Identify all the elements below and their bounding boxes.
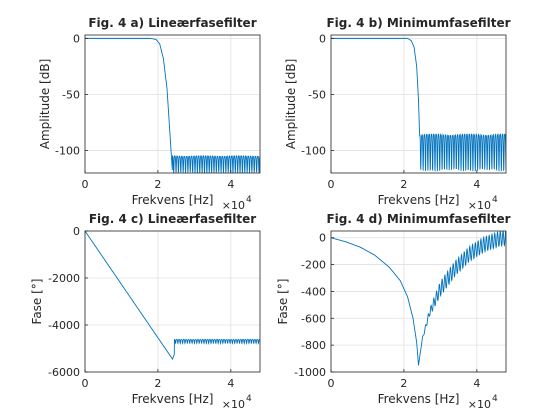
y-tick-label: -100 — [55, 145, 80, 158]
y-tick-label: 0 — [73, 225, 80, 238]
y-tick-label: -100 — [301, 145, 326, 158]
y-tick-label: -50 — [62, 88, 80, 101]
y-axis-label: Fase [°] — [276, 279, 290, 325]
plot-area — [85, 35, 260, 173]
chart-title: Fig. 4 a) Lineærfasefilter — [88, 16, 256, 30]
subplot-c: 0 2 4 0 -2000 -4000 -6000 Fig. 4 c) Lineærfasef… — [30, 212, 261, 411]
axes-frame — [330, 230, 507, 373]
axes-frame — [84, 230, 261, 373]
y-tick-label: 0 — [73, 32, 80, 45]
x-tick-label: 2 — [154, 178, 161, 191]
x-exponent-power: 4 — [492, 195, 498, 205]
chart-title: Fig. 4 b) Minimumfasefilter — [326, 16, 510, 30]
axes-frame — [84, 34, 261, 174]
x-tick-label: 4 — [227, 377, 234, 390]
x-exponent-label: ×10 — [468, 398, 491, 411]
x-tick-label: 4 — [473, 377, 480, 390]
series-line — [85, 37, 260, 173]
x-tick-label: 0 — [328, 178, 335, 191]
y-axis-label: Fase [°] — [30, 279, 44, 325]
y-tick-label: -600 — [301, 312, 326, 325]
subplot-a: 0 2 4 0 -50 -100 Fig. 4 a) Lineærfasefilter Fre… — [38, 16, 261, 212]
x-tick-label: 4 — [473, 178, 480, 191]
y-tick-label: -4000 — [48, 319, 80, 332]
x-exponent-power: 4 — [492, 394, 498, 404]
x-tick-label: 0 — [82, 377, 89, 390]
x-axis-label: Frekvens [Hz] — [132, 392, 214, 406]
y-tick-label: 0 — [319, 32, 326, 45]
chart-title: Fig. 4 d) Minimumfasefilter — [326, 212, 510, 226]
x-tick-label: 2 — [154, 377, 161, 390]
x-tick-label: 2 — [400, 178, 407, 191]
y-axis-label: Amplitude [dB] — [38, 59, 52, 150]
y-tick-label: -1000 — [294, 366, 326, 379]
y-tick-label: -2000 — [48, 272, 80, 285]
y-tick-label: -400 — [301, 285, 326, 298]
x-tick-label: 0 — [328, 377, 335, 390]
x-tick-label: 0 — [82, 178, 89, 191]
y-tick-label: -800 — [301, 339, 326, 352]
y-tick-label: -6000 — [48, 366, 80, 379]
chart-title: Fig. 4 c) Lineærfasefilter — [89, 212, 256, 226]
series-line — [85, 231, 260, 361]
y-tick-label: 0 — [319, 232, 326, 245]
series-line — [331, 37, 506, 172]
subplot-b: 0 2 4 0 -50 -100 Fig. 4 b) Minimumfasefilter Fr… — [284, 16, 511, 212]
axes-frame — [330, 34, 507, 174]
x-exponent-power: 4 — [246, 394, 252, 404]
y-tick-label: -200 — [301, 259, 326, 272]
x-axis-label: Frekvens [Hz] — [378, 193, 460, 207]
x-axis-label: Frekvens [Hz] — [378, 392, 460, 406]
x-exponent-label: ×10 — [222, 199, 245, 212]
x-exponent-label: ×10 — [468, 199, 491, 212]
x-exponent-power: 4 — [246, 195, 252, 205]
x-tick-label: 2 — [400, 377, 407, 390]
x-tick-label: 4 — [227, 178, 234, 191]
x-axis-label: Frekvens [Hz] — [132, 193, 214, 207]
x-exponent-label: ×10 — [222, 398, 245, 411]
y-tick-label: -50 — [308, 88, 326, 101]
subplot-d: 0 2 4 0 -200 -400 -600 -800 -1000 Fig. 4 d) Minim… — [276, 212, 511, 411]
plot-area — [85, 231, 260, 372]
series-line — [331, 231, 506, 366]
y-axis-label: Amplitude [dB] — [284, 59, 298, 150]
